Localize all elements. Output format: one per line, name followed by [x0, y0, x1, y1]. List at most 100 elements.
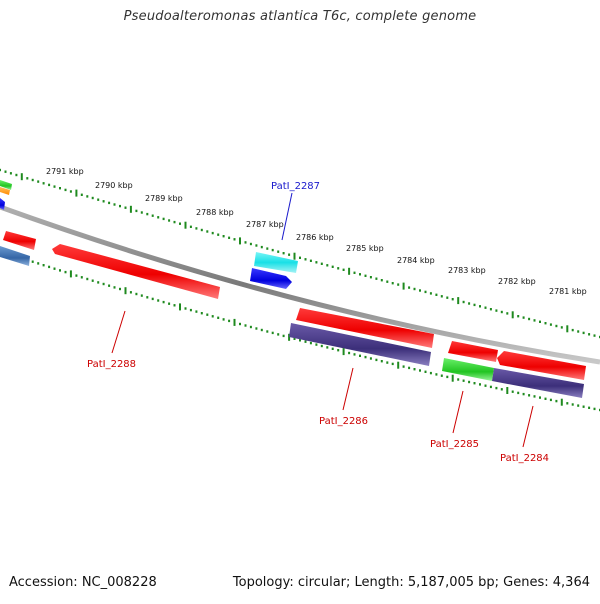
tick-mark [588, 333, 591, 336]
tick-mark [528, 394, 531, 397]
tick-mark [228, 236, 231, 239]
tick-mark [184, 307, 187, 310]
tick-mark [353, 353, 356, 356]
tick-mark [37, 180, 40, 183]
tick-label: 2787 kbp [246, 220, 284, 229]
tick-mark [249, 325, 252, 329]
tick-mark [348, 267, 351, 275]
gene-label-PatI_2286[interactable]: PatI_2286 [319, 416, 368, 427]
tick-mark [549, 398, 552, 402]
tick-mark [0, 168, 1, 172]
gene-label-PatI_2284[interactable]: PatI_2284 [500, 453, 549, 464]
tick-mark [522, 392, 525, 396]
tick-mark [533, 395, 536, 398]
tick-mark [397, 283, 400, 286]
tick-mark [326, 264, 329, 267]
tick-mark [386, 361, 389, 364]
tick-mark [304, 258, 307, 261]
feature-left-green [0, 180, 12, 190]
tick-mark [26, 177, 29, 180]
tick-mark [435, 373, 438, 376]
gene-label-PatI_2287[interactable]: PatI_2287 [271, 181, 320, 192]
tick-mark [217, 233, 220, 236]
tick-mark [222, 235, 225, 238]
tick-mark [342, 348, 345, 356]
tick-mark [293, 252, 296, 260]
tick-mark [211, 315, 214, 318]
gene-feature-PatI_2287[interactable] [254, 252, 298, 273]
gene-feature-PatI_2286[interactable] [296, 308, 434, 348]
tick-mark [124, 206, 127, 209]
tick-mark [419, 289, 421, 292]
tick-label: 2783 kbp [448, 266, 486, 275]
gene-feature-PatI_2284[interactable] [497, 351, 586, 380]
gene-label-PatI_2285[interactable]: PatI_2285 [430, 439, 479, 450]
tick-mark [80, 193, 83, 196]
tick-mark [48, 265, 51, 269]
tick-mark [146, 212, 149, 216]
tick-mark [179, 303, 181, 311]
tick-mark [309, 259, 312, 262]
tick-mark [539, 396, 541, 399]
tick-mark [511, 390, 514, 393]
tick-mark [113, 286, 116, 289]
tick-mark [408, 286, 411, 289]
tick-mark [282, 252, 285, 255]
tick-mark [380, 360, 383, 363]
tick-mark [342, 268, 345, 271]
tick-mark [173, 304, 176, 307]
tick-mark [522, 316, 525, 319]
tick-mark [69, 270, 72, 278]
tick-mark [244, 241, 247, 244]
tick-mark [277, 250, 280, 253]
tick-mark [364, 355, 367, 359]
tick-mark [402, 365, 405, 368]
tick-label: 2784 kbp [397, 256, 435, 265]
tick-mark [189, 308, 192, 312]
tick-mark [457, 378, 460, 381]
gene-label-layer: PatI_2288 PatI_2287 PatI_2286 PatI_2285 PatI… [87, 181, 549, 464]
tick-mark [31, 260, 34, 263]
tick-mark [484, 384, 487, 387]
tick-mark [277, 333, 280, 336]
tick-mark [555, 324, 558, 328]
tick-mark [239, 237, 241, 245]
tick-mark [140, 294, 143, 297]
tick-mark [189, 225, 192, 228]
tick-label: 2786 kbp [296, 233, 334, 242]
gene-feature-PatI_2285[interactable] [448, 341, 498, 362]
feature-left-orange [0, 187, 10, 195]
tick-mark [200, 312, 203, 315]
tick-mark [473, 382, 476, 385]
tick-mark [255, 327, 258, 330]
tick-mark [293, 337, 296, 340]
tick-mark [37, 262, 40, 265]
feature-purple-2286 [289, 323, 431, 366]
tick-mark [582, 405, 585, 408]
tick-mark [129, 205, 132, 213]
tick-mark [151, 214, 154, 217]
gene-label-PatI_2288[interactable]: PatI_2288 [87, 359, 136, 370]
tick-mark [59, 269, 61, 272]
tick-mark [429, 371, 432, 375]
tick-mark [102, 200, 105, 203]
tick-mark [359, 354, 361, 357]
tick-mark [359, 273, 361, 276]
tick-mark [375, 358, 378, 362]
tick-mark [446, 296, 449, 299]
tick-mark [380, 279, 383, 282]
tick-mark [484, 306, 487, 309]
tick-mark [15, 173, 18, 177]
tick-mark [451, 298, 454, 301]
tick-mark [140, 211, 143, 214]
tick-mark [593, 334, 596, 337]
gene-feature-PatI_2288[interactable] [52, 244, 220, 299]
feature-blue-arrow [250, 268, 292, 289]
tick-mark [315, 261, 318, 264]
gene-leader-line [522, 405, 534, 448]
tick-mark [386, 280, 389, 283]
tick-mark [331, 347, 334, 350]
outer-tick-ring [0, 168, 600, 339]
tick-mark [391, 282, 394, 285]
tick-mark [331, 265, 334, 268]
